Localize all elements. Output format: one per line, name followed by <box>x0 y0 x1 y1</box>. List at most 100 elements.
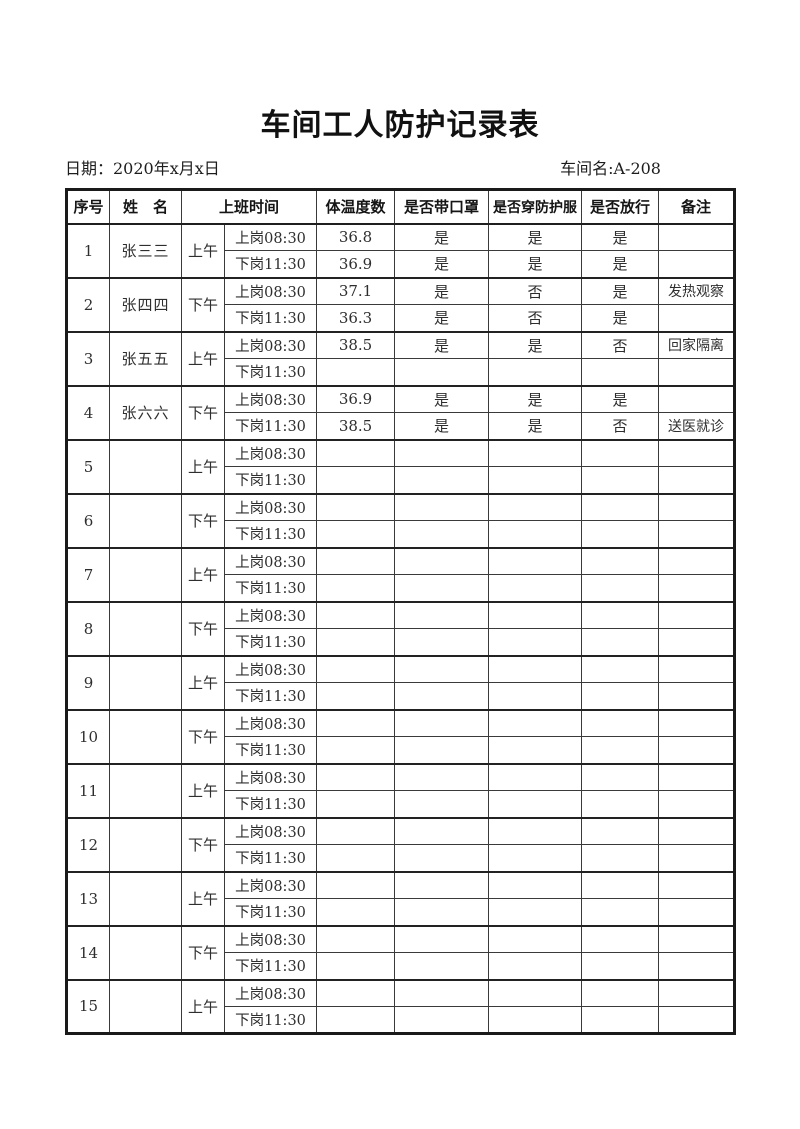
time-cell: 下岗11:30 <box>223 466 318 494</box>
serial-number-cell: 7 <box>66 546 110 602</box>
release-cell: 否 <box>581 412 660 440</box>
time-cell: 上岗08:30 <box>223 654 318 683</box>
time-cell: 下岗11:30 <box>223 628 318 656</box>
worker-row-10-line-1: 10 下午 上岗08:30 <box>66 708 736 764</box>
remark-cell <box>658 546 736 575</box>
mask-cell <box>394 358 490 386</box>
time-cell: 上岗08:30 <box>223 978 318 1007</box>
shift-cell: 上午 <box>181 978 225 1034</box>
temperature-cell <box>316 870 396 899</box>
time-cell: 上岗08:30 <box>223 870 318 899</box>
remark-cell <box>658 708 736 737</box>
worker-row-6-line-2: 下岗11:30 <box>67 520 736 548</box>
remark-cell <box>658 654 736 683</box>
remark-cell <box>658 600 736 629</box>
mask-cell <box>394 466 490 494</box>
mask-cell <box>394 790 490 818</box>
protective-suit-cell <box>488 1006 583 1034</box>
protective-suit-cell <box>488 574 583 602</box>
worker-row-4-line-1: 4 张六六 下午 上岗08:30 36.9 是是是 <box>66 384 736 440</box>
release-cell: 是 <box>581 250 660 278</box>
worker-row-9-line-2: 下岗11:30 <box>67 682 736 710</box>
worker-row-14-line-2: 下岗11:30 <box>67 952 736 980</box>
remark-cell <box>658 682 736 710</box>
worker-name-cell: 张三三 <box>109 222 182 278</box>
temperature-cell <box>316 574 396 602</box>
temperature-cell <box>316 952 396 980</box>
mask-cell <box>394 952 490 980</box>
worker-name-cell: 张六六 <box>109 384 182 440</box>
worker-row-15-line-2: 下岗11:30 <box>67 1006 736 1034</box>
mask-cell: 是 <box>394 250 490 278</box>
worker-row-2-line-2: 下岗11:30 36.3 是否是 <box>67 304 736 332</box>
serial-number-cell: 15 <box>66 978 110 1034</box>
remark-cell <box>658 520 736 548</box>
remark-cell: 回家隔离 <box>658 330 736 359</box>
shift-cell: 下午 <box>181 384 225 440</box>
worker-name-cell <box>109 762 182 818</box>
release-cell <box>581 466 660 494</box>
release-cell <box>581 492 660 521</box>
protective-suit-cell: 否 <box>488 276 583 305</box>
worker-row-1-line-2: 下岗11:30 36.9 是是是 <box>67 250 736 278</box>
mask-cell <box>394 654 490 683</box>
remark-cell <box>658 952 736 980</box>
serial-number-cell: 14 <box>66 924 110 980</box>
release-cell <box>581 844 660 872</box>
mask-cell: 是 <box>394 412 490 440</box>
protective-suit-cell <box>488 438 583 467</box>
mask-cell <box>394 438 490 467</box>
release-cell <box>581 924 660 953</box>
protective-suit-cell <box>488 816 583 845</box>
worker-name-cell <box>109 816 182 872</box>
serial-number-cell: 10 <box>66 708 110 764</box>
remark-cell <box>658 358 736 386</box>
protective-suit-cell <box>488 546 583 575</box>
worker-row-13-line-2: 下岗11:30 <box>67 898 736 926</box>
worker-row-12-line-1: 12 下午 上岗08:30 <box>66 816 736 872</box>
worker-name-cell <box>109 924 182 980</box>
worker-row-1-line-1: 1 张三三 上午 上岗08:30 36.8 是是是 <box>66 222 736 278</box>
page-title: 车间工人防护记录表 <box>260 108 540 143</box>
shift-cell: 下午 <box>181 816 225 872</box>
release-cell <box>581 654 660 683</box>
temperature-cell <box>316 546 396 575</box>
worker-row-8-line-2: 下岗11:30 <box>67 628 736 656</box>
time-cell: 下岗11:30 <box>223 574 318 602</box>
time-cell: 下岗11:30 <box>223 304 318 332</box>
mask-cell <box>394 762 490 791</box>
temperature-cell: 36.3 <box>316 304 396 332</box>
release-cell: 是 <box>581 276 660 305</box>
time-cell: 上岗08:30 <box>223 762 318 791</box>
worker-row-14-line-1: 14 下午 上岗08:30 <box>66 924 736 980</box>
release-cell <box>581 708 660 737</box>
release-cell <box>581 546 660 575</box>
protective-suit-cell <box>488 952 583 980</box>
release-cell: 是 <box>581 384 660 413</box>
time-cell: 上岗08:30 <box>223 924 318 953</box>
meta-row: 日期：2020年x月x日 车间名:A-208 <box>65 155 733 179</box>
mask-cell: 是 <box>394 330 490 359</box>
release-cell <box>581 790 660 818</box>
protective-suit-cell <box>488 600 583 629</box>
protective-suit-cell: 是 <box>488 250 583 278</box>
temperature-cell <box>316 654 396 683</box>
shift-cell: 上午 <box>181 438 225 494</box>
time-cell: 上岗08:30 <box>223 384 318 413</box>
remark-cell <box>658 250 736 278</box>
mask-cell: 是 <box>394 384 490 413</box>
worker-name-cell <box>109 870 182 926</box>
protective-suit-cell <box>488 898 583 926</box>
mask-cell <box>394 978 490 1007</box>
protective-suit-cell <box>488 682 583 710</box>
remark-cell <box>658 1006 736 1034</box>
serial-number-cell: 12 <box>66 816 110 872</box>
time-cell: 下岗11:30 <box>223 682 318 710</box>
worker-row-15-line-1: 15 上午 上岗08:30 <box>66 978 736 1034</box>
date-label: 日期：2020年x月x日 <box>65 159 220 178</box>
release-cell <box>581 438 660 467</box>
remark-cell <box>658 736 736 764</box>
mask-cell <box>394 844 490 872</box>
release-cell: 是 <box>581 222 660 251</box>
remark-cell <box>658 870 736 899</box>
